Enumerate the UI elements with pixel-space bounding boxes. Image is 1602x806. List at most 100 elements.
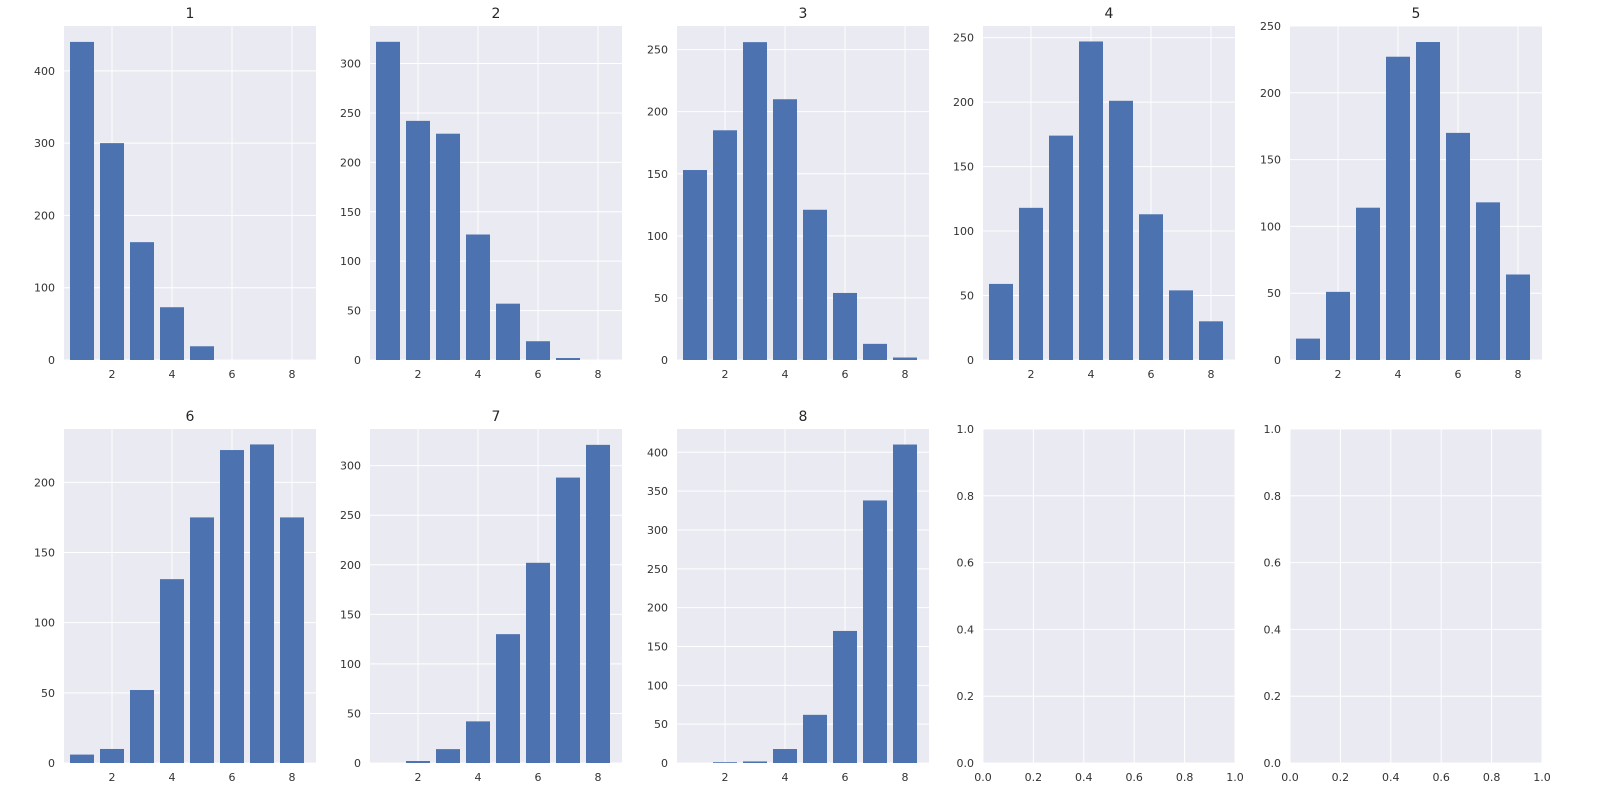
x-tick-label: 8 <box>1515 368 1522 381</box>
y-tick-label: 1.0 <box>957 423 975 436</box>
x-tick-label: 4 <box>169 368 176 381</box>
x-tick-label: 1.0 <box>1533 771 1551 784</box>
bar-x7 <box>250 444 274 763</box>
bar-x7 <box>556 477 580 763</box>
bar-x7 <box>863 343 887 360</box>
bar-x4 <box>466 721 490 763</box>
x-tick-label: 0.0 <box>1281 771 1299 784</box>
bar-x6 <box>220 450 244 763</box>
y-tick-label: 400 <box>647 446 668 459</box>
subplot-title: 7 <box>492 409 501 425</box>
bar-x3 <box>130 690 154 763</box>
x-tick-label: 8 <box>595 771 602 784</box>
bar-x7 <box>1169 290 1193 360</box>
bar-x3 <box>1356 207 1380 360</box>
x-tick-label: 4 <box>1088 368 1095 381</box>
x-tick-label: 0.2 <box>1025 771 1043 784</box>
bar-x1 <box>70 41 94 361</box>
bar-x4 <box>466 234 490 360</box>
bar-x4 <box>773 99 797 361</box>
x-tick-label: 0.0 <box>974 771 992 784</box>
bar-x2 <box>713 762 737 763</box>
plot-area <box>677 429 929 763</box>
bar-x1 <box>376 41 400 361</box>
y-tick-label: 50 <box>654 292 668 305</box>
bar-x6 <box>526 562 550 763</box>
y-tick-label: 0.6 <box>957 557 975 570</box>
y-tick-label: 0 <box>48 354 55 367</box>
y-tick-label: 250 <box>647 44 668 57</box>
x-tick-label: 6 <box>535 368 542 381</box>
bar-x8 <box>1199 321 1223 360</box>
x-tick-label: 6 <box>842 368 849 381</box>
x-tick-label: 4 <box>782 771 789 784</box>
x-tick-label: 0.8 <box>1176 771 1194 784</box>
bar-x1 <box>70 754 94 763</box>
bar-x4 <box>773 749 797 763</box>
y-tick-label: 250 <box>340 107 361 120</box>
x-tick-label: 2 <box>109 368 116 381</box>
y-tick-label: 250 <box>1260 20 1281 33</box>
subplot-10: 0.0 0.2 0.4 0.6 0.8 1.0 0.0 0.2 0.4 0.6 0.8 1.0 <box>1264 423 1551 784</box>
x-tick-label: 1.0 <box>1226 771 1244 784</box>
y-tick-label: 50 <box>41 687 55 700</box>
y-tick-label: 200 <box>1260 87 1281 100</box>
bar-x8 <box>280 517 304 763</box>
bar-x7 <box>1476 202 1500 360</box>
x-tick-label: 4 <box>1395 368 1402 381</box>
y-tick-label: 150 <box>647 168 668 181</box>
y-tick-label: 200 <box>340 156 361 169</box>
bar-x5 <box>496 303 520 360</box>
bar-x3 <box>743 761 767 763</box>
bar-x7 <box>863 500 887 763</box>
x-tick-label: 6 <box>229 368 236 381</box>
x-tick-label: 0.4 <box>1075 771 1093 784</box>
x-tick-label: 8 <box>902 771 909 784</box>
y-tick-label: 50 <box>960 290 974 303</box>
y-tick-label: 0.8 <box>1264 490 1282 503</box>
bar-x5 <box>190 346 214 360</box>
x-tick-label: 4 <box>475 368 482 381</box>
subplot-7: 2 4 6 8 0 50 100 150 200 250 300 7 <box>340 409 622 784</box>
bar-x4 <box>1079 41 1103 360</box>
bar-x6 <box>526 341 550 360</box>
y-tick-label: 100 <box>647 230 668 243</box>
y-tick-label: 100 <box>34 282 55 295</box>
subplot-title: 2 <box>492 6 501 22</box>
x-tick-label: 0.6 <box>1125 771 1143 784</box>
y-tick-label: 0.8 <box>957 490 975 503</box>
bar-x6 <box>1446 132 1470 360</box>
y-tick-label: 100 <box>340 658 361 671</box>
y-tick-label: 100 <box>953 225 974 238</box>
bar-x6 <box>833 292 857 360</box>
bar-x4 <box>1386 56 1410 361</box>
bar-x3 <box>436 749 460 763</box>
y-tick-label: 0.2 <box>957 690 975 703</box>
bar-x8 <box>893 444 917 763</box>
y-tick-label: 0 <box>661 354 668 367</box>
bar-x8 <box>586 444 610 763</box>
bar-x5 <box>1109 100 1133 361</box>
y-tick-label: 250 <box>647 563 668 576</box>
y-tick-label: 150 <box>340 608 361 621</box>
y-tick-label: 0.4 <box>957 623 975 636</box>
x-tick-label: 0.6 <box>1432 771 1450 784</box>
x-tick-label: 4 <box>475 771 482 784</box>
bar-x2 <box>100 143 124 360</box>
y-tick-label: 200 <box>647 106 668 119</box>
y-tick-label: 0 <box>661 757 668 770</box>
subplot-3: 2 4 6 8 0 50 100 150 200 250 3 <box>647 6 929 381</box>
bar-x6 <box>833 630 857 763</box>
subplot-title: 1 <box>186 6 195 22</box>
x-tick-label: 2 <box>722 368 729 381</box>
bar-x5 <box>1416 42 1440 360</box>
subplot-8: 2 4 6 8 0 50 100 150 200 250 300 350 400 8 <box>647 409 929 784</box>
x-tick-label: 2 <box>1335 368 1342 381</box>
y-tick-label: 300 <box>34 137 55 150</box>
subplot-9: 0.0 0.2 0.4 0.6 0.8 1.0 0.0 0.2 0.4 0.6 0.8 1.0 <box>957 423 1244 784</box>
bar-x3 <box>1049 135 1073 360</box>
bar-x1 <box>683 170 707 360</box>
x-tick-label: 0.2 <box>1332 771 1350 784</box>
y-tick-label: 0.4 <box>1264 623 1282 636</box>
